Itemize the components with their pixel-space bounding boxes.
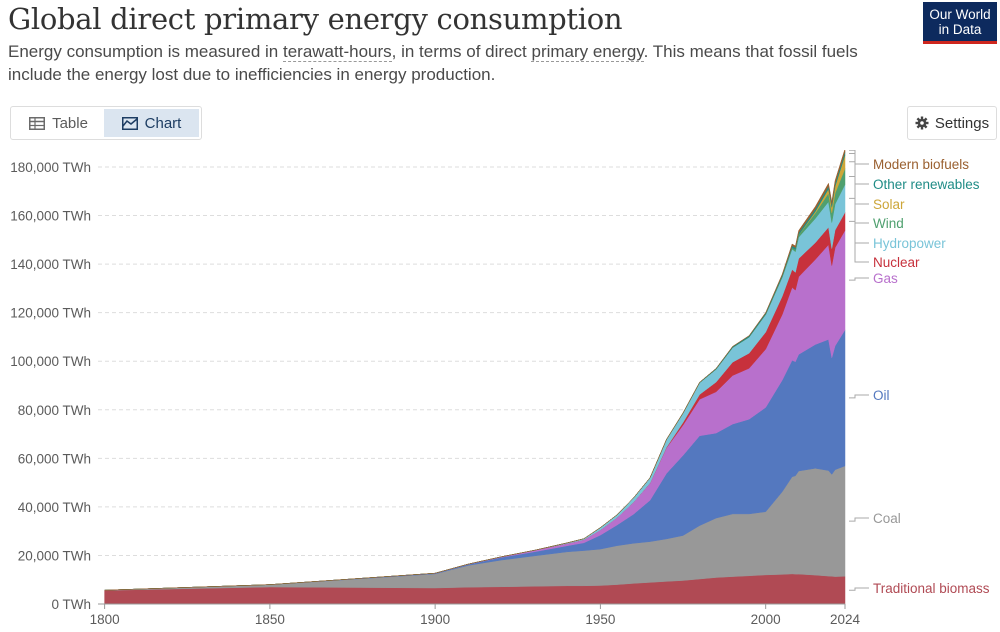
legend-label-other-renewables[interactable]: Other renewables: [873, 177, 980, 192]
gear-icon: [915, 116, 929, 130]
chart-title: Global direct primary energy consumption: [8, 2, 623, 36]
legend-connector: [849, 150, 869, 165]
tab-chart-label: Chart: [144, 114, 182, 132]
legend-label-gas[interactable]: Gas: [873, 271, 898, 286]
legend-connector: [849, 161, 869, 205]
y-tick-label: 0 TWh: [51, 597, 91, 612]
legend-connector: [849, 394, 869, 399]
y-tick-label: 120,000 TWh: [10, 306, 91, 321]
legend-connector: [849, 277, 869, 281]
legend-label-coal[interactable]: Coal: [873, 511, 901, 526]
legend-label-oil[interactable]: Oil: [873, 388, 890, 403]
legend-label-traditional-biomass[interactable]: Traditional biomass: [873, 581, 990, 596]
legend-connector: [849, 176, 869, 224]
legend-connector: [849, 220, 869, 263]
x-tick-label: 2024: [830, 612, 861, 627]
tab-chart[interactable]: Chart: [104, 109, 199, 137]
settings-label: Settings: [934, 114, 990, 132]
legend-label-solar[interactable]: Solar: [873, 197, 905, 212]
subtitle-text-1: Energy consumption is measured in: [8, 42, 283, 61]
chart-subtitle: Energy consumption is measured in terawa…: [8, 40, 888, 86]
terawatt-hours-link[interactable]: terawatt-hours: [282, 42, 392, 62]
legend-label-nuclear[interactable]: Nuclear: [873, 255, 920, 270]
y-tick-label: 20,000 TWh: [18, 548, 91, 563]
logo-line-1: Our World: [929, 7, 991, 22]
primary-energy-link[interactable]: primary energy: [531, 42, 644, 62]
table-icon: [29, 116, 46, 130]
owid-logo[interactable]: Our World in Data: [923, 2, 997, 44]
y-tick-label: 100,000 TWh: [10, 354, 91, 369]
tab-table[interactable]: Table: [13, 109, 104, 137]
y-tick-label: 80,000 TWh: [18, 403, 91, 418]
y-tick-label: 60,000 TWh: [18, 451, 91, 466]
x-tick-label: 2000: [751, 612, 781, 627]
legend-label-wind[interactable]: Wind: [873, 216, 904, 231]
y-tick-label: 140,000 TWh: [10, 257, 91, 272]
tab-table-label: Table: [52, 114, 88, 132]
legend-label-modern-biofuels[interactable]: Modern biofuels: [873, 157, 969, 172]
logo-line-2: in Data: [938, 22, 982, 37]
legend-connector: [849, 587, 869, 591]
legend-connector: [849, 517, 869, 522]
legend-connector: [849, 153, 869, 185]
chart-icon: [121, 116, 138, 130]
x-tick-label: 1800: [90, 612, 120, 627]
energy-area-chart: 0 TWh 20,000 TWh 40,000 TWh 60,000 TWh 80,00…: [10, 150, 990, 627]
y-tick-label: 160,000 TWh: [10, 209, 91, 224]
legend-label-hydropower[interactable]: Hydropower: [873, 236, 946, 251]
x-tick-label: 1950: [585, 612, 615, 627]
view-tabs: Table Chart: [10, 106, 202, 140]
y-tick-label: 40,000 TWh: [18, 500, 91, 515]
subtitle-text-2: , in terms of direct: [391, 42, 532, 61]
legend-connector: [849, 197, 869, 244]
y-tick-label: 180,000 TWh: [10, 160, 91, 175]
settings-button[interactable]: Settings: [907, 106, 997, 140]
x-tick-label: 1850: [255, 612, 285, 627]
subtitle-text-3: . This means that fossil fuels include t…: [8, 42, 858, 84]
area-modern-biofuels: [104, 150, 846, 591]
x-tick-label: 1900: [420, 612, 450, 627]
